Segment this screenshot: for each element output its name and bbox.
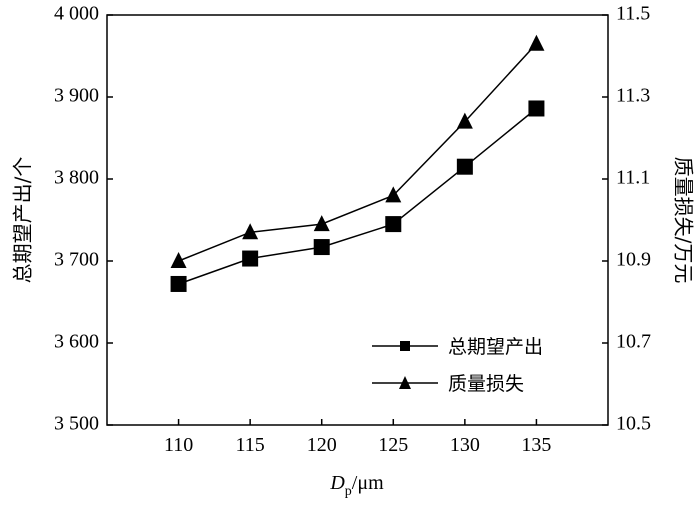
square-marker — [456, 158, 473, 175]
triangle-marker — [170, 252, 187, 268]
y-left-tick-label: 3 800 — [54, 167, 99, 189]
square-marker — [313, 239, 330, 256]
triangle-marker — [385, 186, 402, 203]
y-left-tick-label: 3 600 — [54, 331, 99, 353]
legend-marker-square — [400, 341, 410, 351]
x-tick-label: 120 — [307, 434, 337, 456]
series-layer — [170, 34, 545, 292]
y-axis-label-left: 总期望产出/个 — [11, 157, 35, 284]
plot-frame — [106, 14, 609, 426]
square-marker — [242, 250, 259, 267]
triangle-marker — [242, 223, 259, 240]
square-marker — [385, 216, 402, 233]
y-right-tick-label: 10.9 — [616, 249, 651, 271]
legend-label-loss: 质量损失 — [448, 373, 524, 395]
y-left-tick-label: 3 500 — [54, 413, 99, 435]
y-left-tick-label: 4 000 — [54, 3, 99, 25]
x-tick-label: 135 — [521, 434, 551, 456]
x-axis: 110 115 120 125 130 135 — [164, 419, 551, 456]
x-tick-label: 125 — [378, 434, 408, 456]
square-marker — [528, 100, 545, 117]
x-tick-label: 110 — [164, 434, 193, 456]
x-axis-label-unit: /μm — [352, 472, 384, 494]
y-right-tick-label: 10.5 — [616, 413, 651, 435]
y-left-tick-label: 3 900 — [54, 85, 99, 107]
left-axis: 3 500 3 600 3 700 3 800 3 900 4 000 — [54, 3, 113, 435]
y-left-tick-label: 3 700 — [54, 249, 99, 271]
triangle-marker — [528, 34, 545, 51]
series-line-1 — [178, 107, 537, 285]
x-axis-label-sub: p — [345, 484, 352, 499]
y-right-tick-label: 11.3 — [616, 85, 650, 107]
x-axis-label-main: D — [329, 472, 345, 494]
y-right-tick-label: 10.7 — [616, 331, 651, 353]
series-line-2 — [178, 43, 537, 262]
legend-marker-triangle — [399, 376, 411, 389]
y-right-tick-label: 11.1 — [616, 167, 650, 189]
square-marker — [170, 275, 187, 292]
y-right-tick-label: 11.5 — [616, 3, 650, 25]
x-tick-label: 130 — [450, 434, 480, 456]
y-axis-label-right: 质量损失/万元 — [672, 157, 696, 284]
right-axis: 10.5 10.7 10.9 11.1 11.3 11.5 — [602, 3, 651, 435]
x-axis-label: Dp/μm — [329, 472, 384, 499]
legend-label-output: 总期望产出 — [448, 336, 543, 358]
legend: 总期望产出 质量损失 — [372, 336, 543, 395]
x-tick-label: 115 — [236, 434, 265, 456]
triangle-marker — [456, 112, 473, 129]
triangle-marker — [313, 215, 330, 232]
